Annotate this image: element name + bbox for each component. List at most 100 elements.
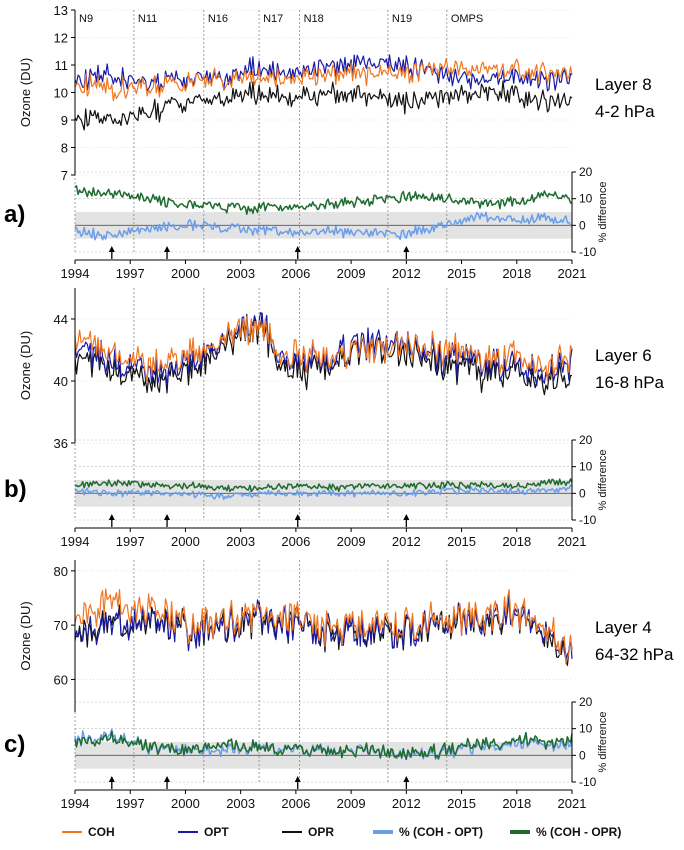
year-tick-label: 2000 xyxy=(171,266,200,281)
panel-letter: c) xyxy=(4,731,25,758)
ozone-tick-label: 11 xyxy=(55,58,69,73)
arrow-head xyxy=(108,776,115,782)
year-tick-label: 2012 xyxy=(392,266,421,281)
year-tick-label: 2015 xyxy=(447,266,476,281)
satellite-label-n18: N18 xyxy=(304,13,324,25)
year-tick-label: 2021 xyxy=(558,796,587,811)
ozone-line-opt xyxy=(74,54,573,94)
legend-label: COH xyxy=(88,825,115,839)
year-tick-label: 2018 xyxy=(502,534,531,549)
difference-axis-label: % difference xyxy=(597,450,609,511)
year-tick-label: 2021 xyxy=(558,266,587,281)
year-tick-label: 2009 xyxy=(337,796,366,811)
legend-item-coh-opt: % (COH - OPT) xyxy=(373,825,483,839)
difference-axis-label: % difference xyxy=(597,712,609,773)
arrow-head xyxy=(164,246,171,252)
ozone-tick-label: 7 xyxy=(61,168,68,183)
panel-3: 60 70 80 -10 0 10 20 1994 1997 2000 2003 2006 2009 20… xyxy=(4,560,674,811)
difference-tick-label: 0 xyxy=(579,218,586,232)
year-tick-label: 1994 xyxy=(61,534,90,549)
ozone-tick-label: 40 xyxy=(54,374,68,389)
year-tick-label: 2003 xyxy=(226,534,255,549)
panel-1: N9 N11 N16 N17 N18 N19 OMPS 7 8 9 10 11 12 13 -10 0 10 20… xyxy=(4,3,655,281)
difference-tick-label: 10 xyxy=(579,460,593,474)
difference-tick-label: -10 xyxy=(579,513,597,527)
legend-item-opr: OPR xyxy=(282,825,334,839)
legend-label: % (COH - OPT) xyxy=(399,825,483,839)
year-tick-label: 1997 xyxy=(116,796,145,811)
layer-title: Layer 8 xyxy=(595,75,652,94)
year-tick-label: 2012 xyxy=(392,534,421,549)
year-tick-label: 2015 xyxy=(447,796,476,811)
satellite-label-n9: N9 xyxy=(79,13,93,25)
legend-label: OPT xyxy=(204,825,229,839)
satellite-label-n17: N17 xyxy=(263,13,283,25)
ozone-tick-label: 9 xyxy=(61,113,68,128)
year-tick-label: 2006 xyxy=(281,266,310,281)
year-tick-label: 2012 xyxy=(392,796,421,811)
year-tick-label: 2018 xyxy=(502,266,531,281)
year-tick-label: 1994 xyxy=(61,266,90,281)
satellite-label-omps: OMPS xyxy=(451,13,483,25)
year-tick-label: 1997 xyxy=(116,534,145,549)
difference-line-coh-opr xyxy=(74,185,572,215)
ozone-axis-label: Ozone (DU) xyxy=(18,601,33,670)
arrow-head xyxy=(403,514,410,520)
difference-tick-label: 20 xyxy=(579,433,593,447)
layer-title: Layer 6 xyxy=(595,346,652,365)
layer-pressure: 64-32 hPa xyxy=(595,645,674,664)
legend-label: OPR xyxy=(308,825,334,839)
arrow-head xyxy=(164,514,171,520)
arrow-head xyxy=(294,776,301,782)
year-tick-label: 1994 xyxy=(61,796,90,811)
arrow-head xyxy=(403,246,410,252)
year-tick-label: 2003 xyxy=(226,266,255,281)
year-tick-label: 2006 xyxy=(281,534,310,549)
ozone-line-coh xyxy=(74,57,573,102)
ozone-line-opt xyxy=(74,312,573,387)
year-tick-label: 2015 xyxy=(447,534,476,549)
ozone-line-opr xyxy=(74,80,573,131)
satellite-label-n16: N16 xyxy=(208,13,228,25)
difference-line-coh-opt xyxy=(74,211,573,241)
difference-tick-label: 0 xyxy=(579,486,586,500)
layer-pressure: 16-8 hPa xyxy=(595,373,665,392)
difference-tick-label: -10 xyxy=(579,245,597,259)
ozone-tick-label: 13 xyxy=(54,3,68,18)
difference-tick-label: 10 xyxy=(579,192,593,206)
ozone-tick-label: 60 xyxy=(54,672,68,687)
difference-line-coh-opt xyxy=(74,484,573,501)
legend-item-coh-opr: % (COH - OPR) xyxy=(510,825,621,839)
ozone-tick-label: 70 xyxy=(54,618,68,633)
difference-tick-label: 20 xyxy=(579,695,593,709)
arrow-head xyxy=(403,776,410,782)
year-tick-label: 2000 xyxy=(171,796,200,811)
ozone-tick-label: 80 xyxy=(54,564,68,579)
year-tick-label: 2018 xyxy=(502,796,531,811)
difference-axis-label: % difference xyxy=(597,182,609,243)
ozone-tick-label: 36 xyxy=(54,436,68,451)
arrow-head xyxy=(108,246,115,252)
legend-item-opt: OPT xyxy=(178,825,229,839)
difference-line-coh-opr xyxy=(74,478,573,493)
legend: COH OPT OPR % (COH - OPT) % (COH - OPR) xyxy=(62,825,621,839)
satellite-label-n11: N11 xyxy=(138,13,157,25)
legend-label: % (COH - OPR) xyxy=(536,825,621,839)
satellite-label-n19: N19 xyxy=(392,13,412,25)
panel-letter: a) xyxy=(4,201,25,228)
difference-line-coh-opr xyxy=(74,730,573,761)
ozone-line-coh xyxy=(74,588,573,665)
ozone-axis-label: Ozone (DU) xyxy=(18,331,33,400)
panel-2: 36 40 44 -10 0 10 20 1994 1997 2000 2003 2006 2009 20… xyxy=(4,288,665,549)
year-tick-label: 2009 xyxy=(337,534,366,549)
ozone-tick-label: 10 xyxy=(54,86,68,101)
ozone-tick-label: 12 xyxy=(54,31,68,46)
arrow-head xyxy=(294,246,301,252)
year-tick-label: 2009 xyxy=(337,266,366,281)
year-tick-label: 2006 xyxy=(281,796,310,811)
panel-letter: b) xyxy=(4,476,27,503)
arrow-head xyxy=(164,776,171,782)
ozone-tick-label: 44 xyxy=(54,312,68,327)
ozone-line-coh xyxy=(74,315,573,382)
